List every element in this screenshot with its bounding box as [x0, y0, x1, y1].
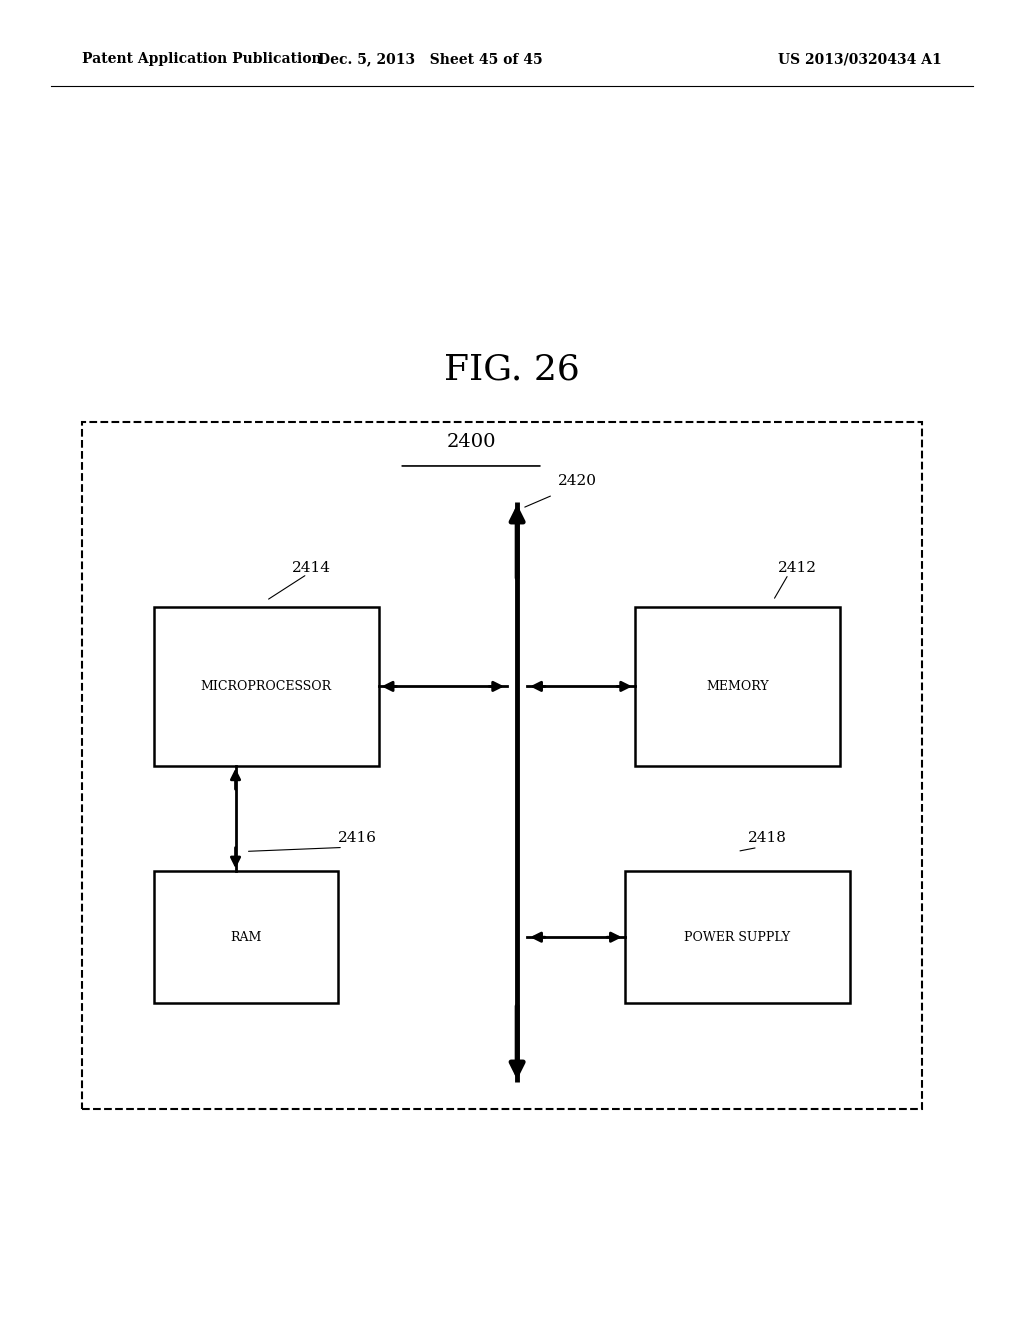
- FancyBboxPatch shape: [154, 871, 338, 1003]
- FancyBboxPatch shape: [635, 607, 840, 766]
- Text: 2418: 2418: [748, 832, 786, 845]
- Text: MEMORY: MEMORY: [706, 680, 769, 693]
- Text: RAM: RAM: [230, 931, 261, 944]
- Text: MICROPROCESSOR: MICROPROCESSOR: [201, 680, 332, 693]
- Text: POWER SUPPLY: POWER SUPPLY: [684, 931, 791, 944]
- Text: 2400: 2400: [446, 433, 496, 451]
- Text: 2420: 2420: [558, 474, 597, 488]
- Text: US 2013/0320434 A1: US 2013/0320434 A1: [778, 53, 942, 66]
- FancyBboxPatch shape: [154, 607, 379, 766]
- Text: 2412: 2412: [778, 561, 817, 574]
- Text: 2414: 2414: [292, 561, 331, 574]
- Text: Patent Application Publication: Patent Application Publication: [82, 53, 322, 66]
- Text: FIG. 26: FIG. 26: [444, 352, 580, 387]
- Text: Dec. 5, 2013   Sheet 45 of 45: Dec. 5, 2013 Sheet 45 of 45: [317, 53, 543, 66]
- FancyBboxPatch shape: [625, 871, 850, 1003]
- Text: 2416: 2416: [338, 832, 377, 845]
